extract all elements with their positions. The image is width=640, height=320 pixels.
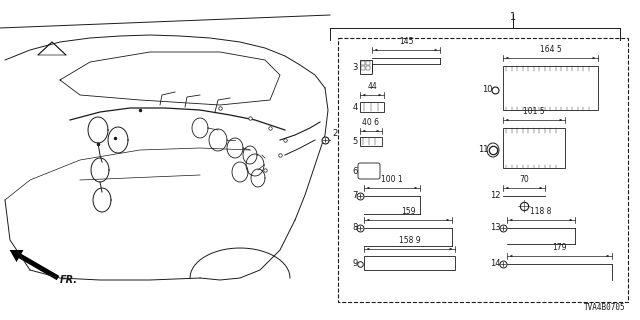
Text: 6: 6 [353, 167, 358, 177]
Text: 9: 9 [353, 260, 358, 268]
Text: 179: 179 [552, 243, 567, 252]
Text: 159: 159 [401, 207, 415, 216]
FancyArrow shape [10, 250, 60, 280]
Bar [361, 61, 365, 65]
Text: FR.: FR. [60, 275, 78, 285]
Text: 13: 13 [490, 223, 501, 233]
Text: 118 8: 118 8 [531, 207, 552, 216]
Bar [366, 61, 370, 65]
Text: 145: 145 [399, 37, 413, 46]
Bar [361, 66, 365, 70]
Bar [503, 66, 598, 110]
Text: 70: 70 [519, 175, 529, 184]
Polygon shape [38, 42, 66, 55]
Text: 10: 10 [483, 85, 493, 94]
Bar [503, 128, 565, 168]
Bar [360, 60, 372, 74]
Bar [360, 102, 384, 112]
Bar [364, 256, 455, 270]
Text: 44: 44 [367, 82, 377, 91]
Text: 101 5: 101 5 [523, 107, 545, 116]
Bar [360, 137, 382, 146]
Text: 14: 14 [490, 260, 501, 268]
Text: 40 6: 40 6 [362, 118, 380, 127]
Text: 11: 11 [479, 146, 489, 155]
Bar [366, 66, 370, 70]
Text: 5: 5 [353, 138, 358, 147]
Text: TVA4B0705: TVA4B0705 [584, 303, 626, 312]
Bar [338, 38, 628, 302]
Text: 12: 12 [490, 191, 501, 201]
Text: 1: 1 [510, 12, 516, 22]
Text: 158 9: 158 9 [399, 236, 420, 245]
Text: 100 1: 100 1 [381, 175, 403, 184]
Text: 3: 3 [353, 62, 358, 71]
Text: 4: 4 [353, 102, 358, 111]
Text: 7: 7 [353, 191, 358, 201]
Text: 164 5: 164 5 [540, 45, 561, 54]
Text: 2: 2 [332, 129, 337, 138]
Text: 8: 8 [353, 223, 358, 233]
